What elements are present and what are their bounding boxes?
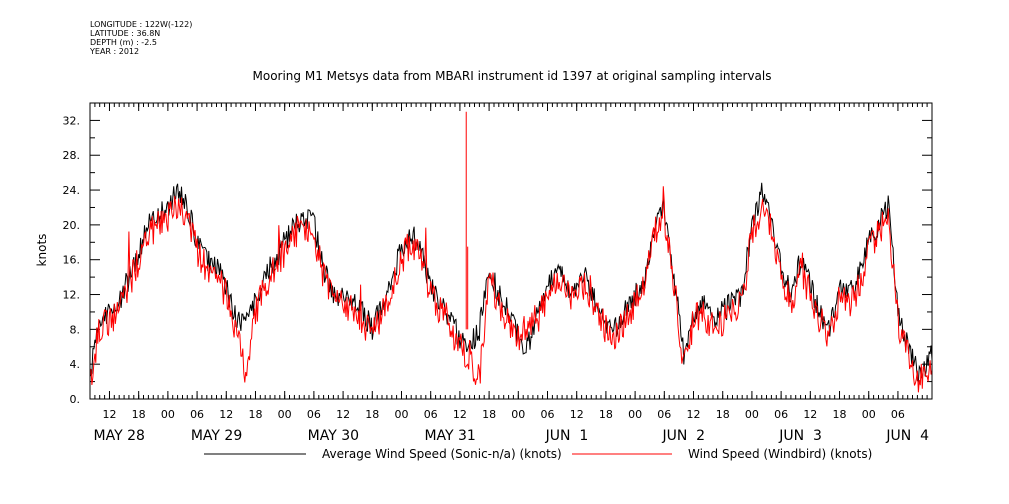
- x-hour-tick-label: 12: [336, 408, 350, 421]
- x-hour-tick-label: 00: [394, 408, 408, 421]
- series-lines: [89, 111, 933, 393]
- chart-title: Mooring M1 Metsys data from MBARI instru…: [253, 69, 772, 83]
- x-hour-tick-label: 00: [628, 408, 642, 421]
- x-hour-tick-label: 06: [657, 408, 671, 421]
- x-hour-tick-label: 06: [190, 408, 204, 421]
- x-hour-tick-label: 12: [687, 408, 701, 421]
- x-hour-tick-label: 18: [716, 408, 730, 421]
- x-hour-tick-label: 00: [278, 408, 292, 421]
- metadata-block: LONGITUDE : 122W(-122) LATITUDE : 36.8N …: [90, 20, 192, 56]
- legend-label-average: Average Wind Speed (Sonic-n/a) (knots): [322, 447, 562, 461]
- x-hour-tick-label: 00: [161, 408, 175, 421]
- y-tick-label: 16.: [63, 254, 81, 267]
- x-hour-tick-label: 00: [745, 408, 759, 421]
- y-tick-label: 24.: [63, 184, 81, 197]
- y-tick-label: 0.: [70, 393, 81, 406]
- y-tick-label: 32.: [63, 114, 81, 127]
- y-tick-label: 12.: [63, 289, 81, 302]
- x-day-label: JUN 1: [545, 428, 589, 444]
- x-hour-tick-label: 00: [511, 408, 525, 421]
- meta-longitude: LONGITUDE : 122W(-122): [90, 20, 193, 29]
- x-hour-tick-label: 18: [833, 408, 847, 421]
- meta-latitude: LATITUDE : 36.8N: [90, 29, 161, 38]
- x-hour-tick-label: 06: [424, 408, 438, 421]
- series-windbird-wind-speed: [89, 186, 933, 393]
- meta-year: YEAR : 2012: [90, 47, 140, 56]
- legend-label-windbird: Wind Speed (Windbird) (knots): [688, 447, 872, 461]
- y-tick-label: 28.: [63, 149, 81, 162]
- axis-ticks: [89, 102, 933, 400]
- y-axis-label: knots: [35, 234, 49, 267]
- x-hour-tick-label: 12: [453, 408, 467, 421]
- x-hour-tick-label: 06: [541, 408, 555, 421]
- y-tick-label: 20.: [63, 219, 81, 232]
- legend: Average Wind Speed (Sonic-n/a) (knots) W…: [204, 447, 872, 461]
- x-day-label: JUN 4: [885, 428, 929, 444]
- x-hour-tick-label: 18: [482, 408, 496, 421]
- meta-depth: DEPTH (m) : -2.5: [90, 38, 157, 47]
- y-tick-label: 8.: [70, 323, 81, 336]
- x-hour-tick-label: 06: [891, 408, 905, 421]
- x-minor-ticks: [89, 103, 933, 399]
- x-day-label: JUN 2: [661, 428, 705, 444]
- x-hour-tick-label: 06: [774, 408, 788, 421]
- x-day-label: MAY 30: [308, 428, 359, 444]
- x-day-label: MAY 28: [94, 428, 145, 444]
- x-hour-tick-label: 18: [248, 408, 262, 421]
- x-hour-tick-label: 00: [862, 408, 876, 421]
- x-hour-tick-label: 18: [599, 408, 613, 421]
- y-tick-label: 4.: [70, 358, 81, 371]
- x-hour-tick-label: 06: [307, 408, 321, 421]
- x-hour-tick-label: 18: [132, 408, 146, 421]
- x-hour-tick-label: 18: [365, 408, 379, 421]
- x-day-label: JUN 3: [778, 428, 822, 444]
- x-hour-tick-label: 12: [570, 408, 584, 421]
- plot-frame: [89, 102, 933, 400]
- x-hour-tick-label: 12: [803, 408, 817, 421]
- x-hour-tick-label: 12: [219, 408, 233, 421]
- x-hour-tick-label: 12: [102, 408, 116, 421]
- x-day-label: MAY 29: [191, 428, 242, 444]
- x-day-label: MAY 31: [424, 428, 475, 444]
- axis-tick-labels: 12 18 00 06 12 18 00 06 12 18 00 06 12 18 00 06 12 18 00 06…: [63, 114, 930, 444]
- series-average-wind-speed: [89, 182, 933, 383]
